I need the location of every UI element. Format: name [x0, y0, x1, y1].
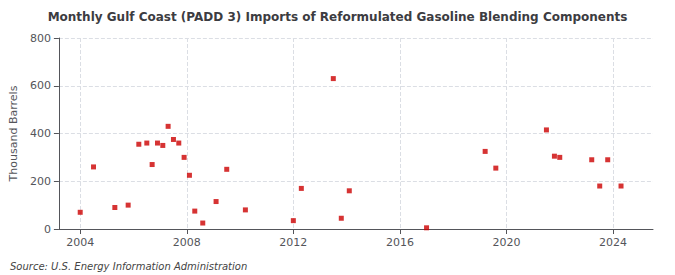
svg-text:200: 200 — [30, 175, 51, 188]
svg-text:2024: 2024 — [599, 236, 627, 249]
svg-text:2016: 2016 — [386, 236, 414, 249]
svg-text:0: 0 — [44, 223, 51, 236]
svg-text:Source: U.S. Energy Informatio: Source: U.S. Energy Information Administ… — [10, 261, 247, 272]
svg-text:2020: 2020 — [492, 236, 520, 249]
svg-text:400: 400 — [30, 127, 51, 140]
svg-text:800: 800 — [30, 32, 51, 45]
svg-text:Thousand Barrels: Thousand Barrels — [7, 85, 20, 182]
svg-text:2012: 2012 — [279, 236, 307, 249]
svg-text:Monthly Gulf Coast (PADD 3) Im: Monthly Gulf Coast (PADD 3) Imports of R… — [48, 10, 628, 24]
svg-text:2008: 2008 — [173, 236, 201, 249]
svg-text:600: 600 — [30, 79, 51, 92]
svg-text:2004: 2004 — [66, 236, 94, 249]
